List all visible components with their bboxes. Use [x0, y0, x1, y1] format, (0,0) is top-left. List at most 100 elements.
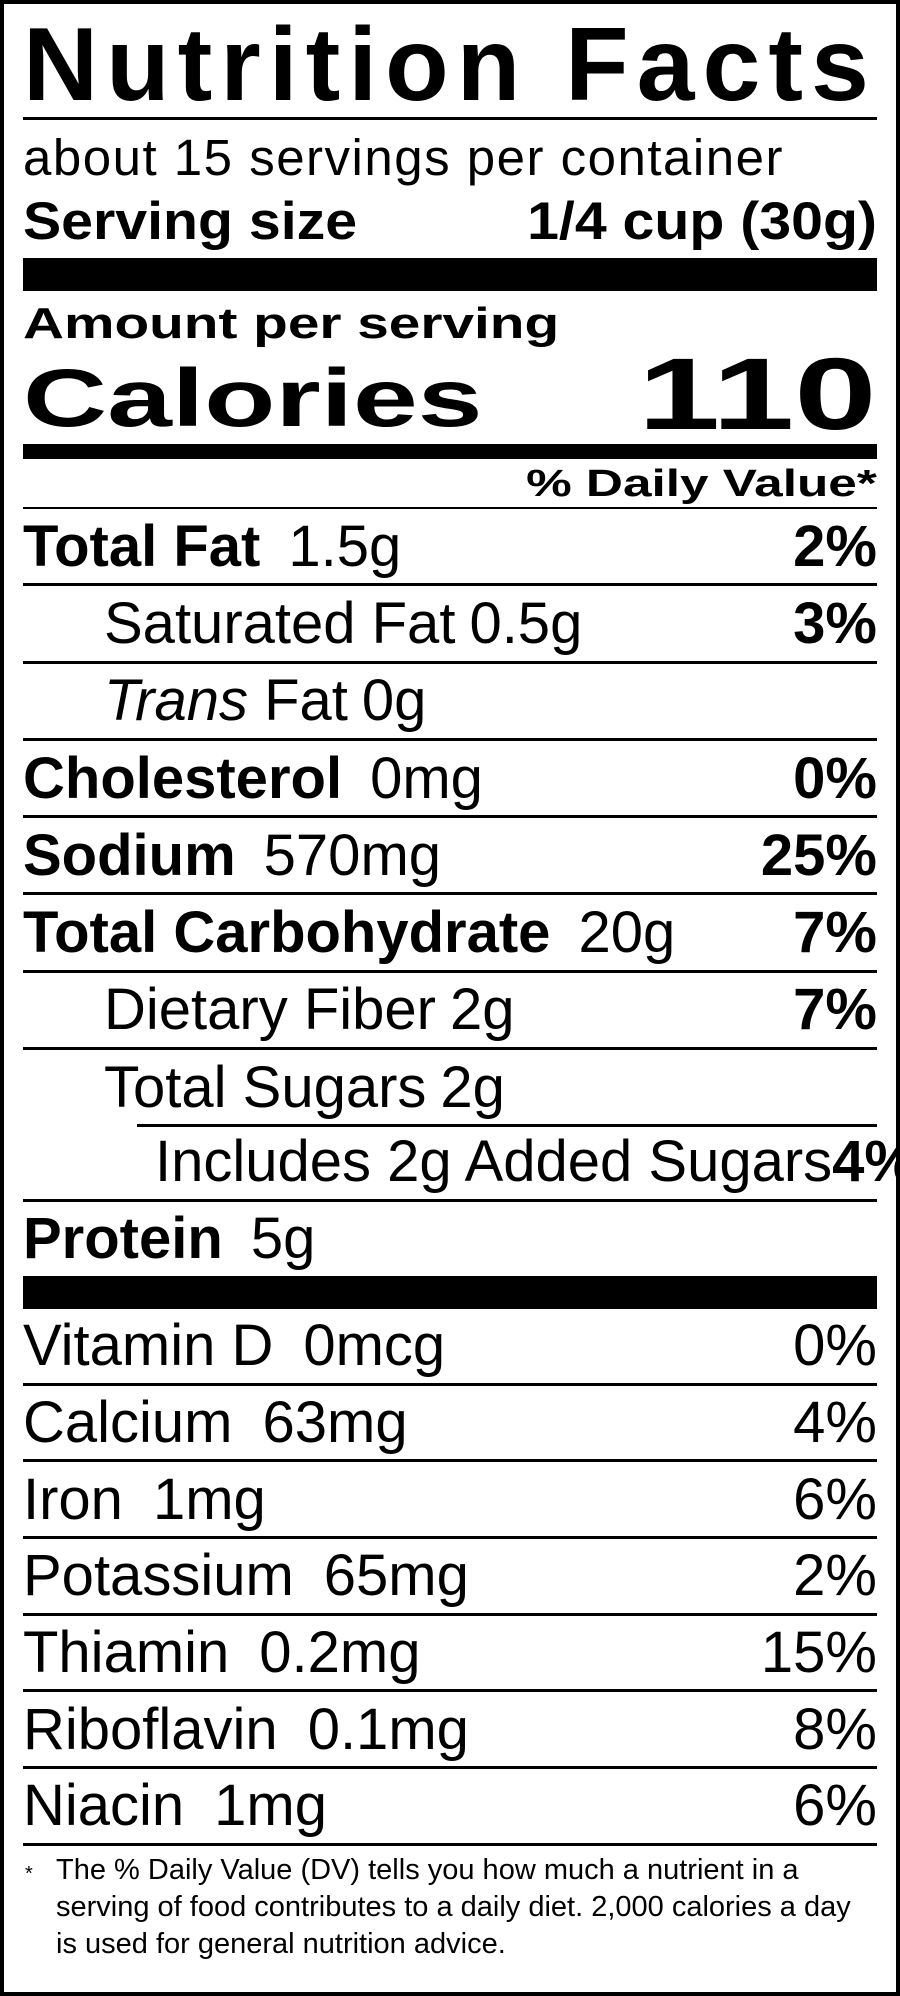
nutrient-label: Total Carbohydrate — [23, 900, 551, 966]
nutrient-label-group: Protein 5g — [23, 1205, 315, 1272]
calories-value: 110 — [638, 337, 877, 451]
nutrient-amount: 5g — [250, 1206, 316, 1272]
nutrient-label-italic: Trans — [104, 668, 248, 734]
nutrient-daily-value: 2% — [793, 513, 877, 579]
nutrient-label-group: Includes 2g Added Sugars — [23, 1128, 832, 1195]
vitamin-label: Vitamin D — [23, 1313, 274, 1379]
thick-divider — [23, 258, 877, 291]
nutrient-daily-value: 7% — [793, 977, 877, 1043]
amount-per-serving: Amount per serving — [23, 299, 560, 348]
vitamin-label-group: Iron 1mg — [23, 1466, 266, 1533]
medium-divider — [23, 444, 877, 459]
nutrient-label: Protein — [23, 1206, 223, 1272]
nutrient-label-group: Trans Fat 0g — [23, 667, 426, 734]
vitamin-label: Thiamin — [23, 1620, 230, 1686]
vitamin-row: Iron 1mg 6% — [23, 1462, 877, 1540]
nutrient-amount: 0.5g — [469, 590, 583, 656]
divider — [23, 117, 877, 120]
nutrient-label: Total Fat — [23, 513, 261, 579]
vitamin-label: Niacin — [23, 1773, 185, 1839]
footnote-text: The % Daily Value (DV) tells you how muc… — [56, 1853, 851, 1960]
calories-label: Calories — [23, 353, 483, 444]
vitamin-amount: 0.1mg — [307, 1696, 469, 1762]
vitamin-row: Calcium 63mg 4% — [23, 1386, 877, 1463]
nutrient-label-group: Dietary Fiber 2g — [23, 976, 515, 1043]
nutrient-daily-value: 7% — [793, 900, 877, 966]
vitamin-daily-value: 4% — [793, 1390, 877, 1455]
vitamin-label: Potassium — [23, 1543, 294, 1609]
nutrient-daily-value: 0% — [793, 745, 877, 811]
nutrient-label-group: Cholesterol 0mg — [23, 745, 483, 812]
nutrient-row: Protein 5g — [23, 1202, 877, 1276]
nutrient-amount: 570mg — [263, 822, 442, 888]
footnote-marker: * — [25, 1862, 33, 1885]
servings-per-container: about 15 servings per container — [23, 129, 784, 186]
vitamin-amount: 0mcg — [303, 1313, 446, 1379]
serving-size-value: 1/4 cup (30g) — [527, 192, 877, 251]
vitamin-daily-value: 2% — [793, 1543, 877, 1609]
nutrient-label-group: Total Sugars 2g — [23, 1054, 505, 1121]
nutrient-list: Total Fat 1.5g 2% Saturated Fat 0.5g 3% Trans … — [23, 509, 896, 1276]
nutrient-label: Dietary Fiber — [104, 977, 436, 1043]
vitamin-label: Calcium — [23, 1390, 233, 1455]
vitamin-label-group: Thiamin 0.2mg — [23, 1619, 421, 1686]
nutrient-row: Total Sugars 2g — [23, 1050, 877, 1128]
daily-value-header-row: % Daily Value* — [23, 459, 877, 507]
nutrient-label: Total Sugars — [104, 1054, 427, 1120]
vitamin-amount: 0.2mg — [259, 1620, 421, 1686]
vitamin-label-group: Riboflavin 0.1mg — [23, 1696, 469, 1763]
nutrient-daily-value: 25% — [760, 822, 877, 888]
nutrient-row: Saturated Fat 0.5g 3% — [23, 586, 877, 664]
nutrient-daily-value: 3% — [793, 590, 877, 656]
divider — [137, 1124, 877, 1128]
nutrient-amount: 0g — [361, 668, 427, 734]
vitamin-row: Potassium 65mg 2% — [23, 1539, 877, 1616]
vitamin-amount: 63mg — [262, 1390, 408, 1455]
nutrient-amount: 2g — [440, 1054, 505, 1120]
nutrient-amount: 0mg — [370, 745, 483, 811]
vitamin-label-group: Niacin 1mg — [23, 1772, 327, 1839]
vitamin-daily-value: 6% — [793, 1466, 877, 1532]
nutrient-amount: 1.5g — [288, 513, 402, 579]
nutrient-amount: 20g — [578, 900, 676, 966]
vitamin-amount: 1mg — [214, 1773, 327, 1839]
vitamin-row: Riboflavin 0.1mg 8% — [23, 1692, 877, 1770]
serving-size-row: Serving size 1/4 cup (30g) — [23, 186, 877, 258]
nutrient-row: Sodium 570mg 25% — [23, 818, 877, 896]
nutrient-label-group: Total Carbohydrate 20g — [23, 899, 675, 966]
divider — [23, 507, 877, 509]
vitamin-label-group: Potassium 65mg — [23, 1542, 469, 1609]
vitamin-row: Thiamin 0.2mg 15% — [23, 1616, 877, 1693]
thick-divider — [23, 1275, 877, 1309]
nutrient-label: Saturated Fat — [104, 590, 456, 656]
amount-per-serving-row: Amount per serving — [23, 291, 877, 348]
daily-value-header: % Daily Value* — [526, 463, 877, 505]
nutrient-label-group: Total Fat 1.5g — [23, 513, 401, 580]
vitamin-amount: 1mg — [152, 1466, 266, 1532]
vitamin-daily-value: 6% — [793, 1773, 877, 1839]
vitamin-amount: 65mg — [323, 1543, 469, 1609]
nutrient-amount: 2g — [449, 977, 515, 1043]
nutrient-daily-value: 4% — [832, 1129, 896, 1195]
nutrient-row: Total Carbohydrate 20g 7% — [23, 895, 877, 973]
nutrient-label-group: Saturated Fat 0.5g — [23, 590, 582, 657]
vitamin-label-group: Calcium 63mg — [23, 1389, 408, 1456]
vitamin-daily-value: 8% — [793, 1696, 877, 1762]
vitamin-label: Iron — [23, 1466, 123, 1532]
nutrient-label: Cholesterol — [23, 745, 343, 811]
nutrient-row: Trans Fat 0g — [23, 664, 877, 741]
vitamin-label-group: Vitamin D 0mcg — [23, 1312, 445, 1379]
vitamin-row: Niacin 1mg 6% — [23, 1769, 877, 1846]
nutrient-row: Dietary Fiber 2g 7% — [23, 973, 877, 1051]
nutrient-row: Cholesterol 0mg 0% — [23, 741, 877, 819]
calories-row: Calories 110 — [23, 343, 877, 445]
vitamin-row: Vitamin D 0mcg 0% — [23, 1309, 877, 1386]
vitamin-daily-value: 15% — [760, 1620, 877, 1686]
label-title: Nutrition Facts — [23, 7, 877, 123]
nutrient-label: Includes 2g Added Sugars — [155, 1129, 833, 1195]
vitamin-label: Riboflavin — [23, 1696, 278, 1762]
vitamin-daily-value: 0% — [793, 1313, 877, 1379]
footnote: * The % Daily Value (DV) tells you how m… — [23, 1846, 877, 1963]
nutrient-label: Fat — [264, 668, 348, 734]
